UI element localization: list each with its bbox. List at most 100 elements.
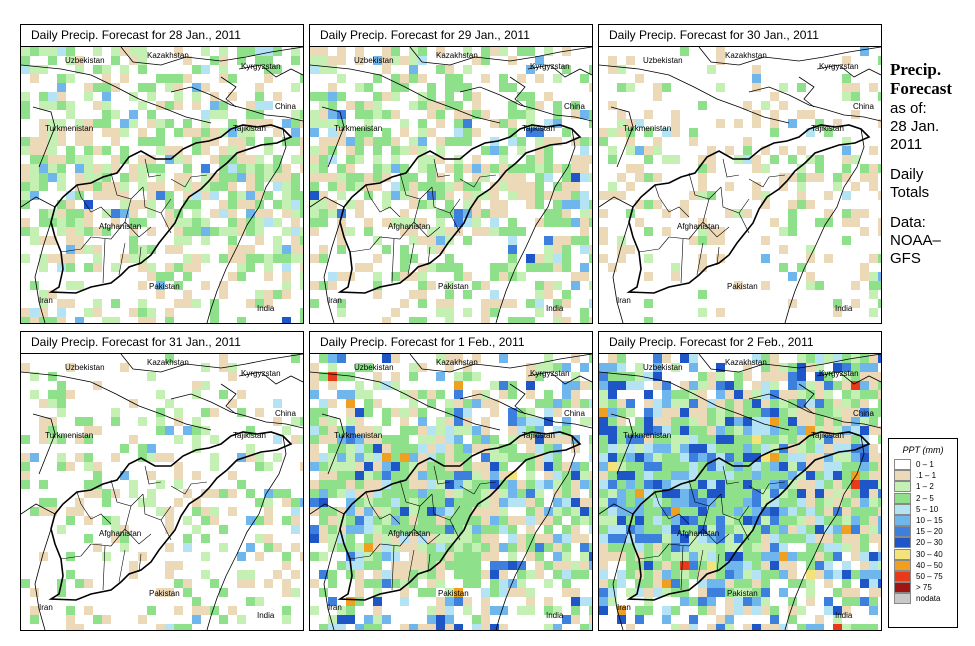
- province-border: [702, 505, 730, 545]
- legend-label: 1 – 2: [916, 482, 934, 492]
- legend-item: 1 – 2: [889, 481, 957, 493]
- country-label-afghanistan: Afghanistan: [99, 222, 141, 231]
- country-label-pakistan: Pakistan: [438, 282, 469, 291]
- province-border: [459, 481, 497, 495]
- province-border: [696, 549, 704, 583]
- legend-label: 2 – 5: [916, 493, 934, 503]
- province-border: [688, 172, 722, 200]
- province-border: [413, 505, 441, 545]
- legend-swatch: [894, 537, 911, 549]
- province-border: [680, 238, 684, 284]
- province-border: [399, 479, 433, 507]
- country-border: [206, 128, 287, 323]
- country-label-india: India: [835, 304, 853, 313]
- country-border: [798, 76, 815, 108]
- precip-grid: [310, 47, 592, 323]
- legend-swatch: [894, 470, 911, 482]
- province-border: [427, 553, 431, 573]
- province-border: [654, 491, 660, 505]
- province-border: [110, 172, 144, 200]
- province-border: [170, 174, 208, 188]
- province-border: [654, 184, 660, 198]
- forecast-panel-2: Daily Precip. Forecast for 29 Jan., 2011…: [309, 24, 593, 324]
- country-border: [310, 503, 345, 515]
- province-border: [369, 196, 401, 218]
- country-border: [509, 76, 526, 108]
- country-label-tajikistan: Tajikistan: [522, 124, 555, 133]
- country-label-iran: Iran: [328, 603, 342, 612]
- province-border: [379, 528, 415, 547]
- afghanistan-border: [626, 431, 871, 601]
- precip-map-svg: Uzbekistan Kazakhstan Kyrgyzstan China Turkm…: [21, 47, 303, 323]
- province-border: [76, 184, 82, 198]
- panel-title: Daily Precip. Forecast for 2 Feb., 2011: [599, 332, 881, 354]
- country-label-kazakhstan: Kazakhstan: [436, 358, 478, 367]
- country-border: [220, 383, 237, 415]
- country-border: [120, 47, 303, 66]
- province-border: [349, 543, 381, 560]
- country-label-kazakhstan: Kazakhstan: [147, 358, 189, 367]
- country-label-uzbekistan: Uzbekistan: [354, 363, 394, 372]
- country-label-iran: Iran: [39, 296, 53, 305]
- country-label-uzbekistan: Uzbekistan: [65, 363, 105, 372]
- country-border: [612, 221, 630, 323]
- country-border: [599, 196, 634, 208]
- precip-map-svg: Uzbekistan Kazakhstan Kyrgyzstan China Turkm…: [310, 47, 592, 323]
- country-label-china: China: [564, 102, 585, 111]
- province-border: [668, 221, 704, 240]
- country-border: [321, 106, 345, 168]
- country-label-kyrgyzstan: Kyrgyzstan: [819, 62, 859, 71]
- data-source-line3: GFS: [890, 250, 921, 267]
- country-border: [21, 64, 212, 124]
- legend-label: 10 – 15: [916, 516, 943, 526]
- country-label-kazakhstan: Kazakhstan: [725, 51, 767, 60]
- precip-map-svg: Uzbekistan Kazakhstan Kyrgyzstan China Turkm…: [310, 354, 592, 630]
- province-border: [118, 242, 126, 276]
- legend-label: 5 – 10: [916, 504, 939, 514]
- province-border: [658, 503, 690, 525]
- province-border: [638, 543, 670, 560]
- country-label-india: India: [257, 304, 275, 313]
- precip-map: Uzbekistan Kazakhstan Kyrgyzstan China Turkm…: [310, 354, 592, 630]
- legend-swatch: [894, 526, 911, 538]
- province-border: [407, 242, 415, 276]
- country-label-kyrgyzstan: Kyrgyzstan: [819, 369, 859, 378]
- province-border: [459, 174, 497, 188]
- country-border: [32, 106, 56, 168]
- precip-map: Uzbekistan Kazakhstan Kyrgyzstan China Turkm…: [599, 354, 881, 630]
- legend-item: 5 – 10: [889, 503, 957, 515]
- province-border: [144, 158, 162, 178]
- asof-label: as of:: [890, 100, 927, 117]
- province-border: [391, 238, 395, 284]
- province-border: [720, 493, 750, 521]
- country-border: [599, 371, 790, 431]
- afghanistan-border: [337, 124, 582, 294]
- country-border: [170, 393, 303, 429]
- totals-line1: Daily: [890, 166, 924, 183]
- country-label-china: China: [275, 409, 296, 418]
- forecast-panel-3: Daily Precip. Forecast for 30 Jan., 2011…: [598, 24, 882, 324]
- country-label-uzbekistan: Uzbekistan: [65, 56, 105, 65]
- country-border: [748, 86, 881, 122]
- legend-swatch: [894, 548, 911, 560]
- panel-title: Daily Precip. Forecast for 29 Jan., 2011: [310, 25, 592, 47]
- country-border: [459, 86, 592, 122]
- country-border: [816, 371, 881, 385]
- country-label-iran: Iran: [328, 296, 342, 305]
- province-border: [102, 545, 106, 591]
- province-border: [638, 236, 670, 253]
- forecast-panel-5: Daily Precip. Forecast for 1 Feb., 2011 …: [309, 331, 593, 631]
- forecast-date-line2: 2011: [890, 136, 923, 153]
- legend-label: 20 – 30: [916, 538, 943, 548]
- country-border: [527, 371, 592, 385]
- precip-map: Uzbekistan Kazakhstan Kyrgyzstan China Turkm…: [599, 47, 881, 323]
- legend-item: > 75: [889, 582, 957, 594]
- province-border: [413, 198, 441, 238]
- country-border: [21, 503, 56, 515]
- country-border: [21, 371, 212, 431]
- province-border: [748, 481, 786, 495]
- country-border: [495, 128, 576, 323]
- country-label-afghanistan: Afghanistan: [388, 222, 430, 231]
- country-label-kazakhstan: Kazakhstan: [725, 358, 767, 367]
- province-border: [391, 545, 395, 591]
